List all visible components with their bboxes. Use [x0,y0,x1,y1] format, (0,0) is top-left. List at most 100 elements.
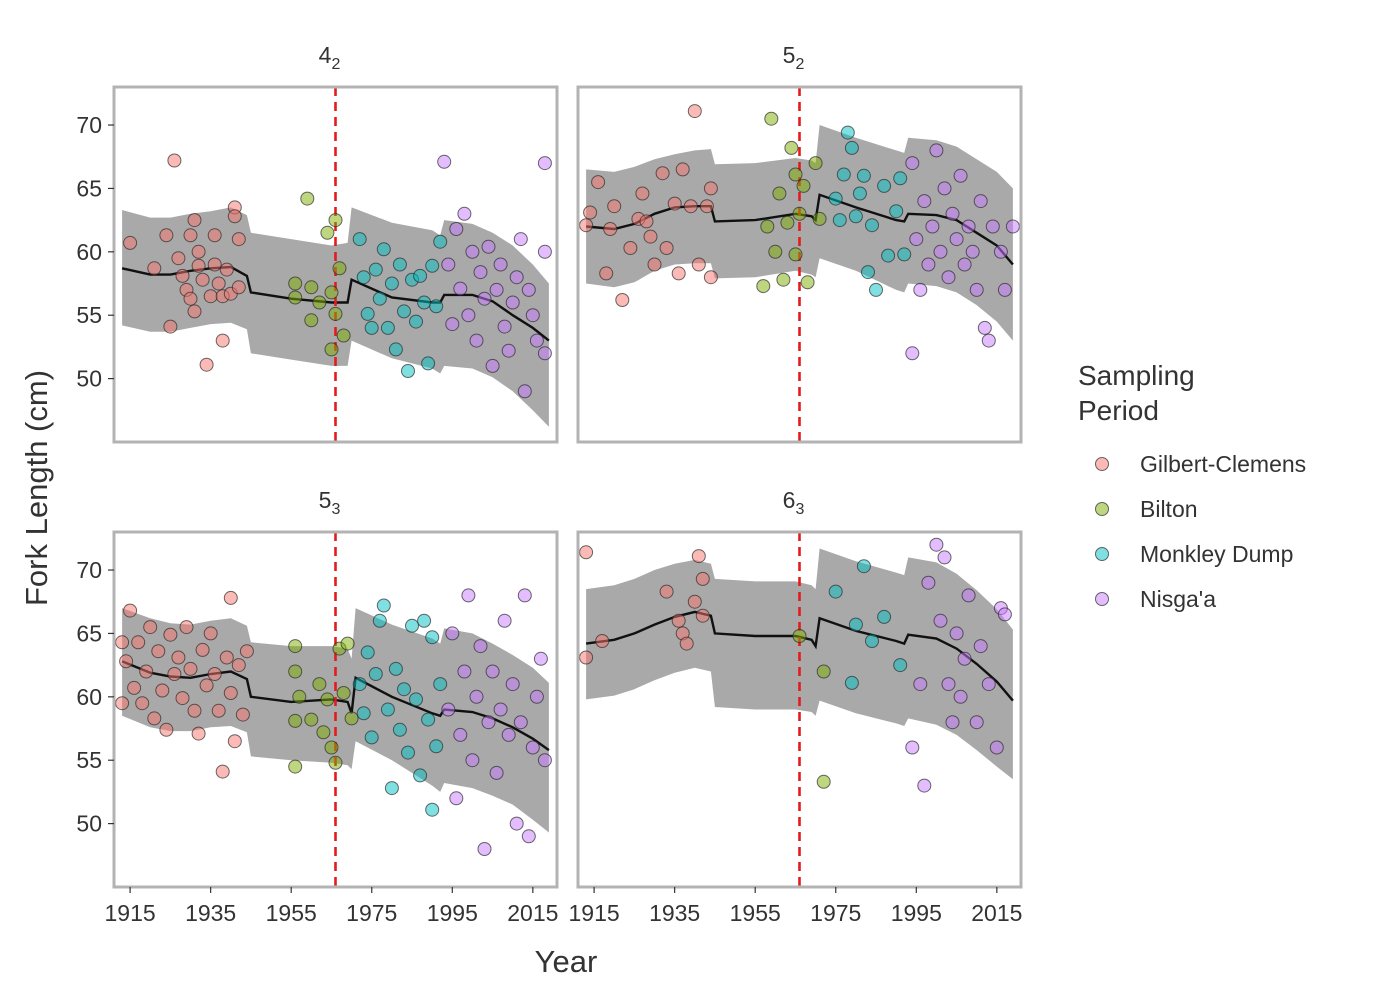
data-point [957,651,972,666]
data-point [356,706,371,721]
data-point [151,644,166,659]
y-tick-label: 70 [76,112,102,138]
data-point [481,239,496,254]
data-point [889,204,904,219]
data-point [336,328,351,343]
data-point [457,206,472,221]
data-point [513,232,528,247]
data-point [921,257,936,272]
data-point [832,213,847,228]
data-point [675,162,690,177]
data-point [376,598,391,613]
data-point [1005,219,1020,234]
data-point [509,270,524,285]
data-point [324,285,339,300]
data-point [292,689,307,704]
data-point [595,634,610,648]
legend-item: Monkley Dump [1095,541,1293,567]
data-point [155,683,170,698]
data-point [615,293,630,307]
data-point [905,156,920,171]
data-point [304,712,319,727]
data-point [695,571,710,586]
data-point [465,244,480,259]
trend-line [585,610,1014,702]
panels: 42 52 53 63 [112,42,1023,889]
data-point [231,658,246,673]
data-point [981,333,996,348]
data-point [517,384,532,399]
data-point [579,218,594,233]
data-point [861,265,875,280]
data-point [215,764,230,779]
data-point [356,270,371,285]
data-point [969,282,984,297]
y-tick-label: 50 [76,811,102,837]
data-point [683,199,698,214]
data-point [792,629,807,643]
data-point [115,696,130,711]
data-point [828,191,843,206]
data-point [537,244,552,259]
data-point [324,740,339,755]
data-point [384,276,399,291]
data-point [469,333,484,348]
data-point [937,181,952,196]
legend-title-line-1: Sampling [1078,360,1195,391]
legend-marker [1095,592,1109,606]
data-point [187,304,202,319]
data-point [223,686,238,700]
data-point [965,244,980,259]
x-tick-label: 1915 [569,900,620,926]
data-point [171,251,186,266]
data-point [215,333,230,348]
data-point [848,209,863,224]
x-tick-label: 1955 [730,900,781,926]
data-point [304,280,319,295]
data-point [856,559,871,574]
data-point [844,675,859,690]
data-point [969,715,984,730]
data-point [489,765,504,780]
data-point [159,722,174,737]
axes: Fork Length (cm) Year 50 55 60 65 70 50 55 60 65… [19,112,1022,979]
data-point [533,651,548,666]
data-point [239,644,254,659]
data-point [445,317,460,332]
data-point [537,156,552,171]
data-point [643,229,658,244]
panel-title: 63 [783,487,805,518]
legend-item: Gilbert-Clemens [1095,451,1306,477]
data-point [877,178,892,193]
data-point [607,199,622,214]
data-point [352,232,367,247]
data-point [392,257,407,272]
data-point [521,282,536,297]
data-point [312,677,327,692]
data-point [429,299,444,314]
data-point [425,630,440,645]
data-point [473,639,488,654]
data-point [425,802,440,817]
data-point [288,639,303,654]
data-point [320,225,335,240]
data-point [521,829,536,844]
data-point [328,213,343,228]
y-tick-label: 60 [76,684,102,710]
data-point [679,636,694,651]
data-point [405,618,419,633]
data-point [453,727,468,742]
data-point [147,261,162,276]
data-point [417,295,432,310]
data-point [856,168,871,183]
legend-label: Gilbert-Clemens [1140,451,1306,477]
legend: Sampling Period Gilbert-Clemens Bilton Mon… [1078,360,1306,612]
data-point [477,842,492,856]
data-point [211,703,226,718]
data-point [207,667,222,681]
data-point [844,140,859,155]
y-tick-label: 65 [76,175,102,201]
data-point [525,740,540,755]
data-point [537,346,552,361]
data-point [489,282,504,297]
